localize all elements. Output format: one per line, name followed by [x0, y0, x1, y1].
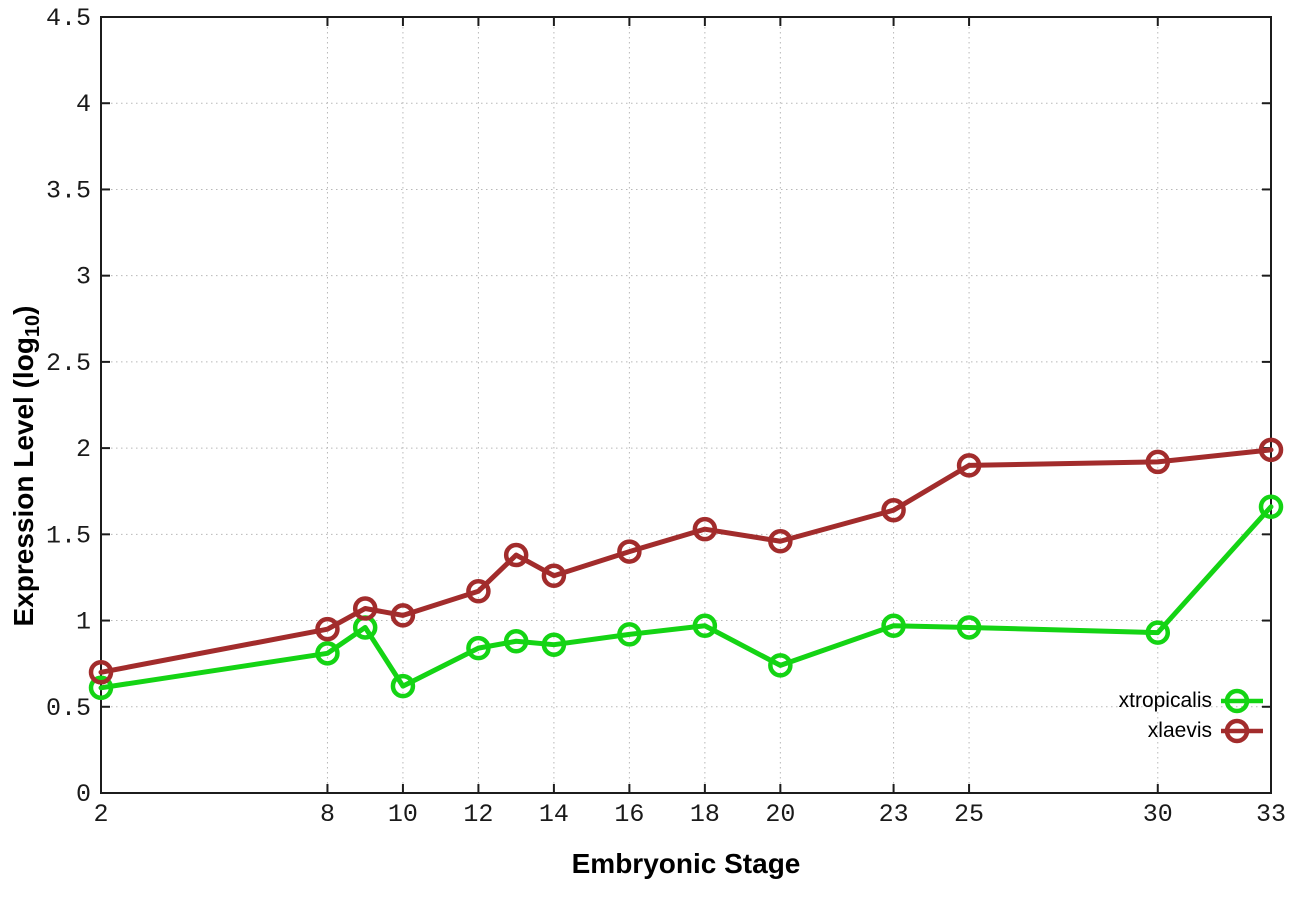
data-point-xlaevis: [352, 596, 378, 621]
x-tick-label: 16: [614, 800, 644, 829]
data-point-xtropicalis: [881, 613, 906, 638]
data-point-xlaevis: [881, 497, 906, 523]
data-point-xlaevis: [541, 563, 567, 588]
x-tick-label: 8: [320, 800, 335, 829]
y-tick-label: 2.5: [46, 349, 91, 378]
y-tick-label: 1.5: [46, 521, 91, 550]
x-tick-label: 2: [93, 800, 108, 829]
x-tick-label: 23: [879, 800, 909, 829]
legend-label-xlaevis: xlaevis: [1147, 719, 1212, 742]
legend-item-xlaevis: xlaevis: [1119, 716, 1263, 746]
data-point-xtropicalis: [692, 613, 718, 638]
data-point-xtropicalis: [1145, 620, 1171, 645]
x-tick-label: 30: [1143, 800, 1173, 829]
x-tick-label: 33: [1256, 800, 1286, 829]
data-point-xtropicalis: [1258, 494, 1284, 519]
series-line-xlaevis: [98, 447, 1274, 675]
data-point-xlaevis: [1258, 437, 1284, 463]
y-tick-label: 3: [76, 263, 91, 292]
data-point-xlaevis: [692, 516, 718, 542]
data-point-xtropicalis: [390, 673, 416, 699]
data-point-xlaevis: [390, 603, 416, 628]
data-point-xlaevis: [768, 528, 793, 554]
legend-item-xtropicalis: xtropicalis: [1119, 686, 1263, 716]
y-axis-title-subscript: 10: [22, 314, 44, 338]
data-point-xtropicalis: [88, 675, 114, 701]
data-point-xlaevis: [503, 542, 529, 568]
data-point-xtropicalis: [541, 632, 567, 657]
data-point-xlaevis: [466, 578, 491, 604]
legend-marker-xtropicalis-icon: [1221, 688, 1263, 714]
y-tick-label: 1: [76, 608, 91, 637]
data-point-xtropicalis: [315, 641, 340, 666]
y-tick-label: 4: [76, 90, 91, 119]
data-point-xlaevis: [1145, 449, 1171, 475]
data-point-xtropicalis: [768, 653, 793, 678]
x-tick-label: 18: [690, 800, 720, 829]
y-tick-label: 0.5: [46, 694, 91, 723]
data-point-xlaevis: [617, 539, 642, 564]
x-axis-title: Embryonic Stage: [571, 848, 801, 879]
x-tick-label: 25: [954, 800, 984, 829]
y-tick-label: 3.5: [46, 176, 91, 205]
y-axis-title-suffix: ): [8, 305, 39, 315]
y-tick-label: 2: [76, 435, 91, 464]
plot-border: [100, 16, 1272, 794]
data-point-xtropicalis: [617, 622, 642, 647]
x-tick-label: 20: [765, 800, 795, 829]
legend-label-xtropicalis: xtropicalis: [1118, 689, 1212, 712]
data-point-xlaevis: [88, 660, 114, 685]
x-tick-label: 10: [388, 800, 418, 829]
legend-marker-xlaevis-icon: [1221, 718, 1263, 744]
data-point-xtropicalis: [956, 615, 982, 640]
y-axis-title-text: Expression Level (log: [8, 337, 39, 627]
data-point-xlaevis: [315, 616, 340, 642]
legend: xtropicalis xlaevis: [1119, 686, 1263, 746]
data-point-xtropicalis: [503, 628, 529, 654]
data-point-xtropicalis: [466, 635, 491, 661]
x-tick-label: 12: [463, 800, 493, 829]
y-axis-title: Expression Level (log10): [8, 305, 44, 627]
x-tick-label: 14: [539, 800, 569, 829]
y-tick-label: 0: [76, 780, 91, 809]
data-point-xlaevis: [956, 453, 982, 478]
y-tick-label: 4.5: [46, 4, 91, 33]
